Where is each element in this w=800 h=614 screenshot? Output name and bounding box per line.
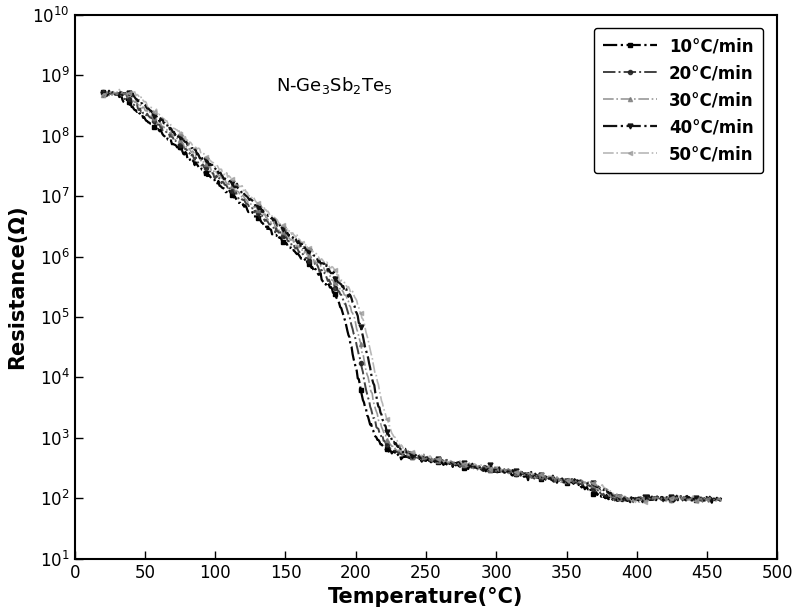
50°C/min — [378, 405, 388, 413]
40°C/min — [716, 497, 726, 504]
20°C/min — [565, 477, 574, 484]
30°C/min — [463, 462, 473, 470]
X-axis label: Temperature(°C): Temperature(°C) — [328, 587, 524, 607]
50°C/min — [565, 478, 574, 485]
30°C/min — [209, 166, 218, 173]
40°C/min — [209, 164, 218, 171]
40°C/min — [104, 87, 114, 95]
10°C/min — [98, 88, 108, 96]
40°C/min — [258, 206, 267, 214]
50°C/min — [716, 497, 726, 504]
10°C/min — [563, 478, 573, 486]
10°C/min — [378, 442, 387, 449]
50°C/min — [630, 499, 640, 506]
10°C/min — [462, 465, 472, 472]
20°C/min — [512, 470, 522, 478]
50°C/min — [114, 86, 124, 93]
30°C/min — [258, 211, 267, 218]
10°C/min — [707, 499, 717, 507]
20°C/min — [463, 464, 473, 471]
30°C/min — [565, 478, 574, 485]
30°C/min — [106, 88, 115, 95]
10°C/min — [716, 494, 726, 501]
40°C/min — [463, 460, 473, 468]
Line: 30°C/min: 30°C/min — [101, 90, 723, 504]
20°C/min — [258, 215, 267, 222]
10°C/min — [257, 219, 266, 227]
40°C/min — [512, 468, 522, 476]
Legend: 10°C/min, 20°C/min, 30°C/min, 40°C/min, 50°C/min: 10°C/min, 20°C/min, 30°C/min, 40°C/min, … — [594, 28, 762, 173]
30°C/min — [704, 499, 714, 506]
50°C/min — [258, 203, 267, 211]
20°C/min — [378, 437, 388, 445]
Line: 20°C/min: 20°C/min — [101, 90, 723, 504]
40°C/min — [98, 91, 108, 98]
Text: N-Ge$_3$Sb$_2$Te$_5$: N-Ge$_3$Sb$_2$Te$_5$ — [277, 75, 393, 96]
20°C/min — [209, 169, 218, 177]
10°C/min — [511, 470, 521, 478]
Line: 10°C/min: 10°C/min — [100, 90, 723, 505]
50°C/min — [209, 159, 218, 166]
20°C/min — [98, 89, 108, 96]
50°C/min — [463, 461, 473, 468]
40°C/min — [565, 477, 574, 484]
10°C/min — [207, 175, 217, 182]
Line: 40°C/min: 40°C/min — [100, 88, 723, 505]
20°C/min — [115, 88, 125, 95]
30°C/min — [98, 91, 108, 99]
40°C/min — [378, 418, 388, 425]
20°C/min — [629, 499, 638, 506]
50°C/min — [512, 467, 522, 474]
40°C/min — [626, 499, 635, 506]
50°C/min — [98, 91, 108, 99]
Y-axis label: Resistance(Ω): Resistance(Ω) — [7, 204, 27, 369]
20°C/min — [716, 495, 726, 502]
30°C/min — [716, 498, 726, 505]
Line: 50°C/min: 50°C/min — [101, 87, 723, 505]
30°C/min — [512, 470, 522, 477]
30°C/min — [378, 429, 388, 436]
